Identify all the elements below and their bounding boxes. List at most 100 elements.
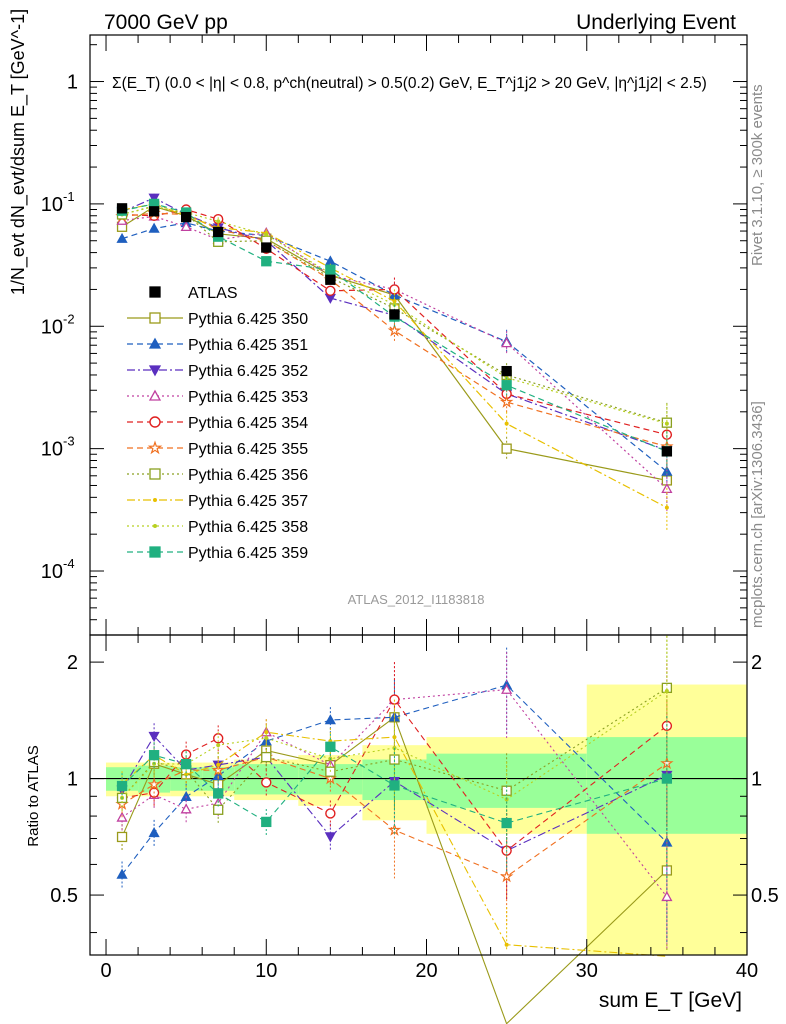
ratio-axis-label: Ratio to ATLAS: [25, 745, 42, 846]
atlas-point: [325, 274, 336, 285]
y-tick-label-exp: -2: [63, 311, 75, 326]
ratio-point: [661, 773, 673, 784]
x-tick-label: 40: [736, 960, 758, 982]
ratio-point: [213, 788, 224, 799]
legend-marker: [153, 498, 157, 502]
data-point: [261, 256, 272, 267]
ratio-tick-label: 2: [67, 652, 78, 674]
ratio-point: [116, 780, 128, 792]
ratio-point: [392, 735, 397, 740]
ratio-point: [324, 714, 336, 725]
y-tick-label: 10: [41, 194, 63, 216]
ratio-line: [121, 746, 668, 824]
y-tick-label-exp: -4: [63, 556, 75, 571]
legend-marker: [148, 365, 162, 377]
legend-label: Pythia 6.425 350: [188, 311, 308, 328]
ratio-tick-label: 2: [751, 652, 762, 674]
y-tick-label-exp: -1: [63, 189, 75, 204]
legend-marker: [147, 440, 163, 455]
ratio-point: [325, 741, 336, 752]
legend-marker-atlas: [149, 286, 161, 298]
series-atlas: [116, 203, 673, 457]
y-tick-label-exp: -3: [63, 434, 75, 449]
ratio-point: [116, 868, 128, 879]
atlas-point: [116, 203, 128, 214]
legend-label: Pythia 6.425 352: [188, 363, 308, 380]
ratio-point: [216, 762, 221, 767]
ratio-point: [261, 816, 272, 828]
legend-label: Pythia 6.425 356: [188, 467, 308, 484]
data-point: [501, 337, 513, 348]
ratio-point: [325, 808, 336, 819]
y-tick-label: 10: [41, 439, 63, 461]
ratio-point: [499, 869, 514, 883]
atlas-point: [501, 365, 512, 377]
data-point: [387, 323, 402, 337]
legend-marker: [148, 389, 162, 401]
ratio-line: [121, 689, 668, 898]
ratio-point: [261, 751, 272, 763]
data-point: [180, 220, 192, 232]
ratio-point: [148, 826, 160, 838]
data-point: [216, 219, 221, 224]
ratio-point: [184, 772, 189, 777]
legend-label: Pythia 6.425 357: [188, 493, 308, 510]
atlas-point: [180, 211, 192, 223]
series-line: [121, 212, 668, 448]
legend-marker: [153, 524, 157, 528]
data-point: [325, 264, 336, 275]
data-point: [664, 505, 669, 510]
legend-label: Pythia 6.425 351: [188, 337, 308, 354]
ratio-tick-label: 0.5: [50, 885, 78, 907]
legend-label-atlas: ATLAS: [188, 285, 238, 302]
legend-marker: [149, 468, 161, 480]
selection-text: Σ(E_T) (0.0 < |η| < 0.8, p^ch(neutral) >…: [112, 75, 707, 92]
ratio-point: [180, 758, 192, 770]
legend-label: Pythia 6.425 353: [188, 389, 308, 406]
y-tick-label: 10: [41, 316, 63, 338]
data-point: [148, 222, 160, 233]
x-tick-label: 20: [415, 960, 437, 982]
atlas-point: [389, 309, 400, 320]
ratio-point: [664, 688, 669, 693]
ratio-point: [180, 803, 192, 814]
atlas-point: [213, 226, 224, 238]
y-tick-label: 10: [41, 561, 63, 583]
side-text-top: Rivet 3.1.10, ≥ 300k events: [749, 84, 766, 266]
atlas-point: [261, 242, 272, 253]
side-text-bottom: mcplots.cern.ch [arXiv:1306.3436]: [749, 401, 766, 628]
x-tick-label: 0: [100, 960, 111, 982]
data-point: [325, 285, 336, 296]
legend-label: Pythia 6.425 359: [188, 545, 308, 562]
ratio-line: [121, 735, 668, 852]
ratio-tick-label: 1: [67, 769, 78, 791]
legend-label: Pythia 6.425 358: [188, 519, 308, 536]
legend-marker: [148, 337, 162, 349]
ratio-series-p359: [116, 716, 673, 880]
legend-label: Pythia 6.425 354: [188, 415, 308, 432]
series-line: [121, 222, 668, 472]
x-axis-label: sum E_T [GeV]: [599, 989, 742, 1012]
analysis-id: ATLAS_2012_I1183818: [348, 592, 485, 607]
ratio-point: [324, 832, 336, 843]
ratio-point: [501, 683, 513, 694]
ratio-point: [147, 777, 161, 791]
data-point: [116, 232, 128, 243]
header-right: Underlying Event: [576, 11, 736, 34]
data-point: [264, 232, 269, 237]
legend-marker: [149, 312, 161, 324]
data-point: [504, 421, 509, 426]
legend-marker: [149, 546, 161, 558]
ratio-point: [389, 780, 400, 791]
data-point: [499, 395, 514, 408]
ratio-frame: [89, 634, 748, 956]
ratio-point: [216, 743, 221, 748]
ratio-point: [264, 736, 269, 741]
ratio-point: [148, 731, 160, 742]
atlas-point: [148, 206, 160, 217]
ratio-point: [116, 831, 128, 843]
series-line: [121, 203, 668, 509]
x-tick-label: 30: [576, 960, 598, 982]
ratio-point: [148, 750, 160, 761]
